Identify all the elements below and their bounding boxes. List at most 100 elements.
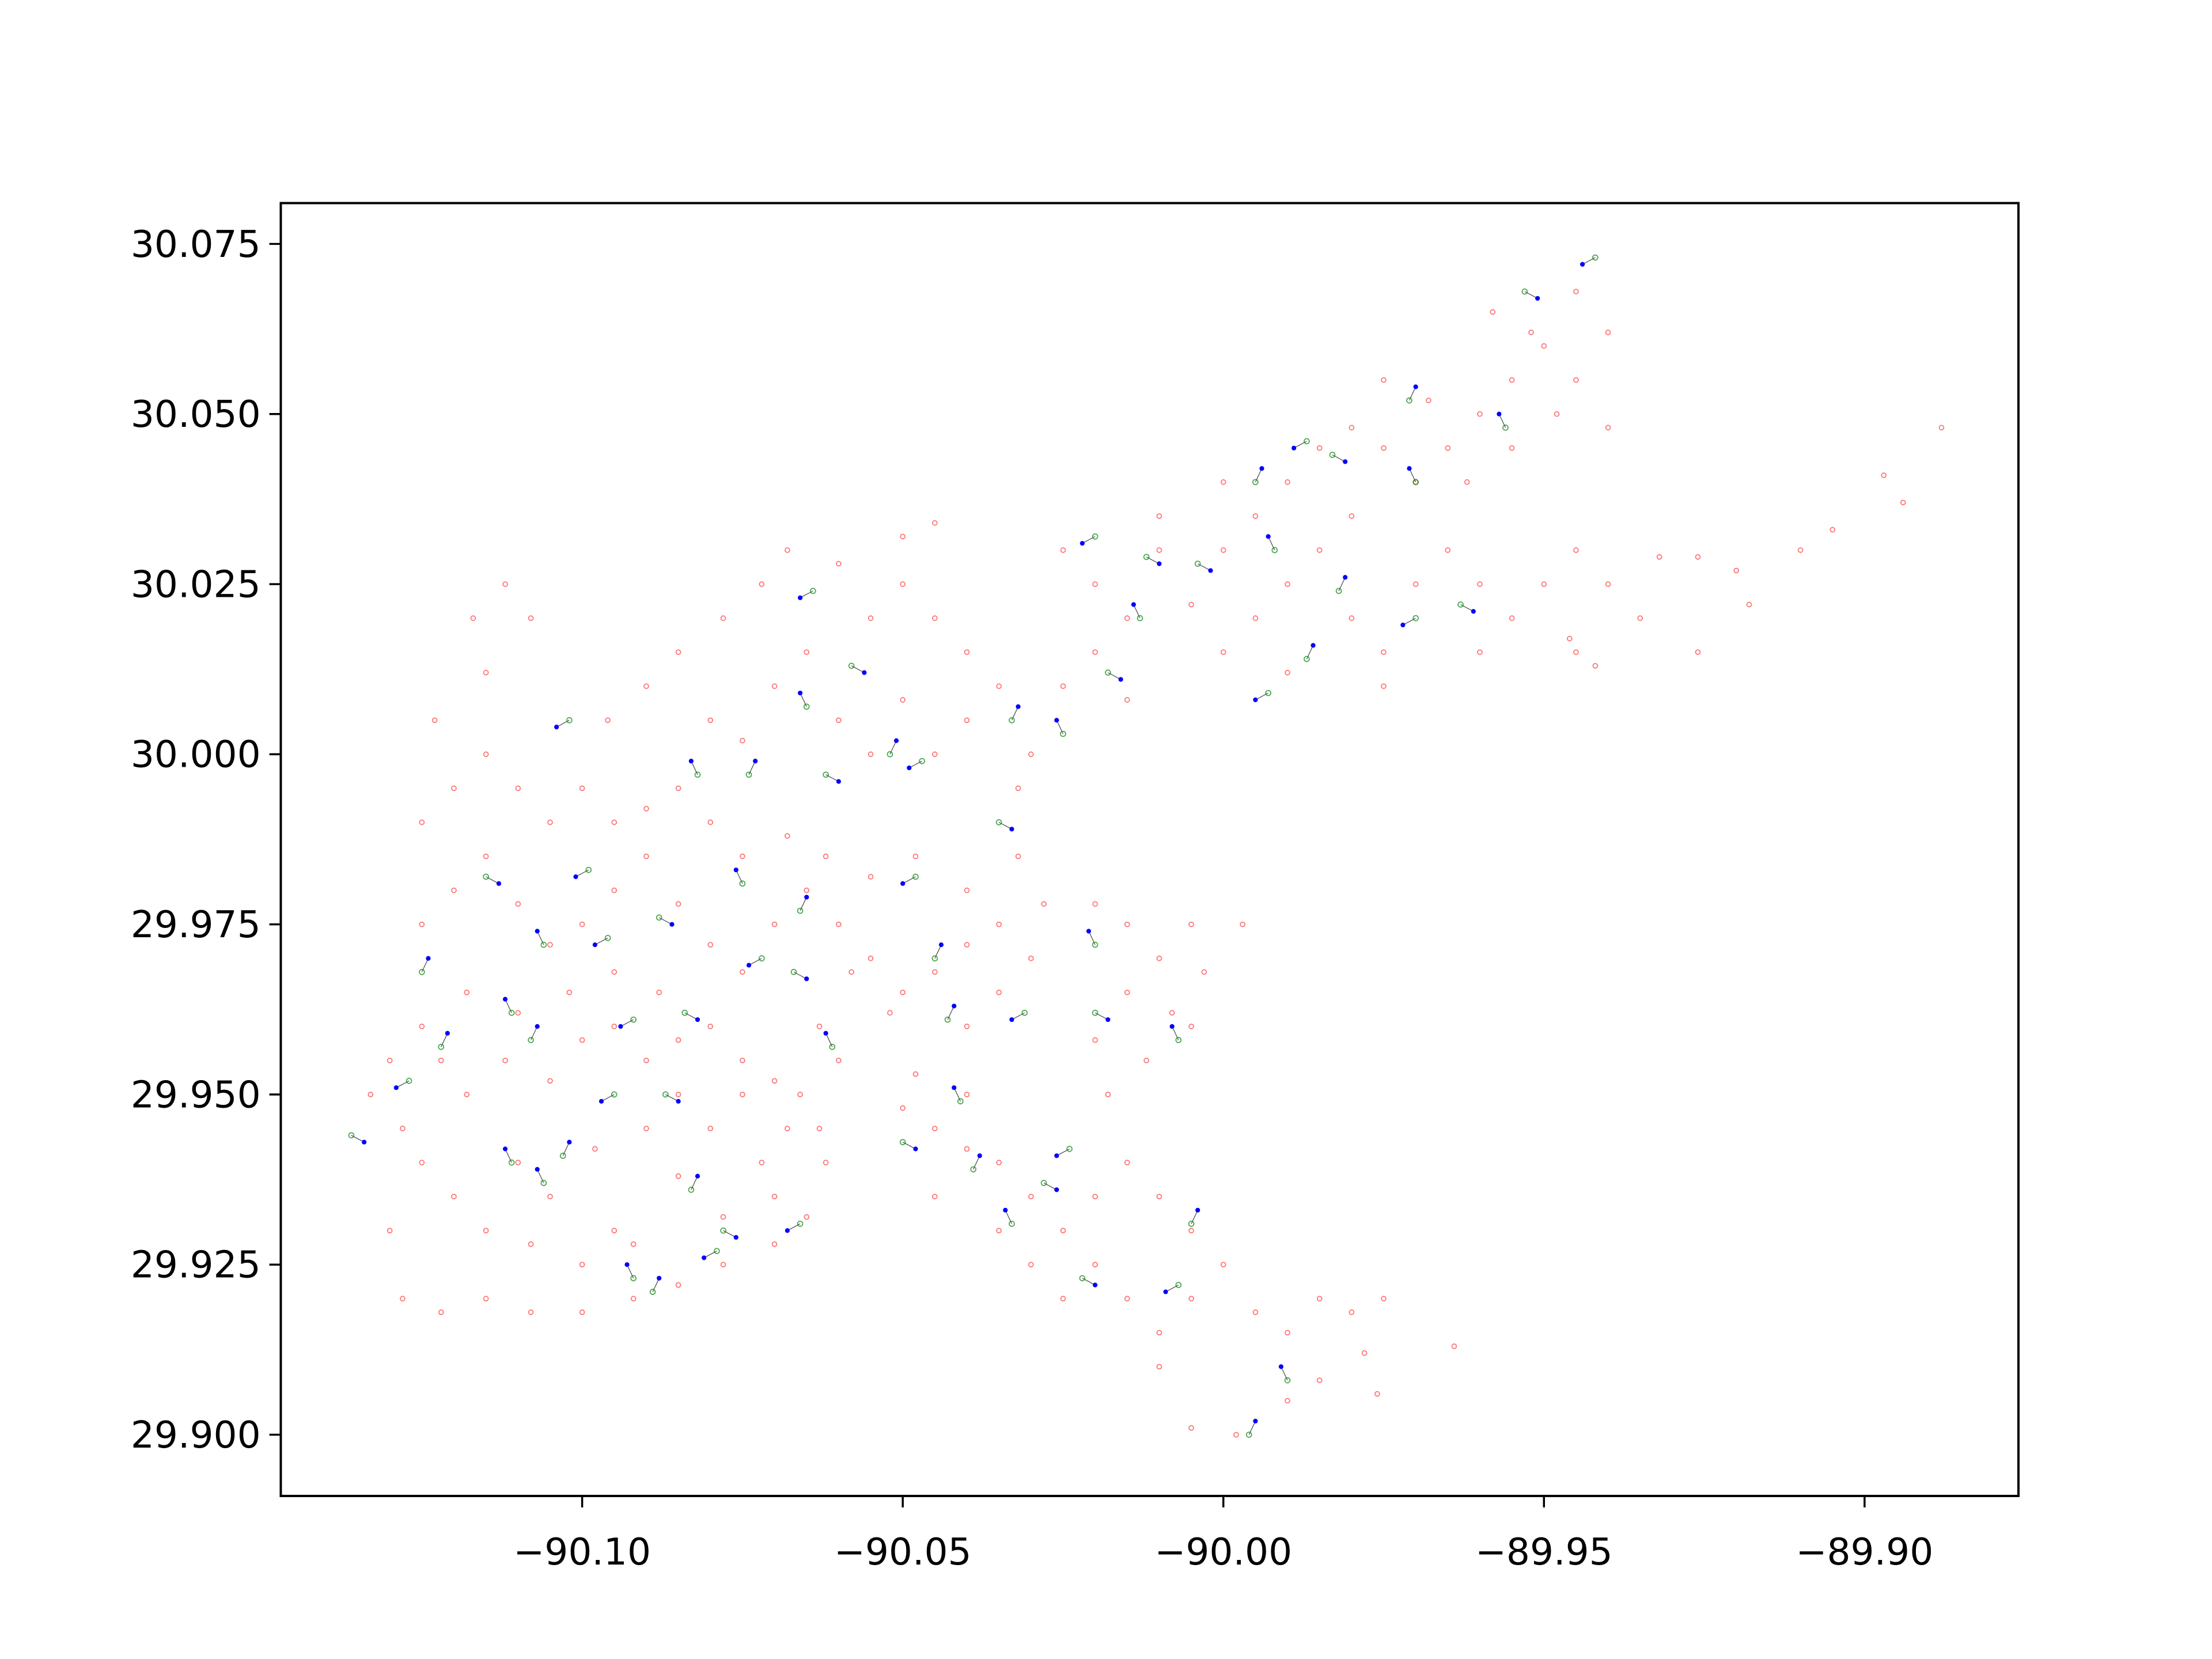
center-point (1259, 466, 1264, 471)
member-point (1406, 397, 1412, 404)
point (707, 717, 714, 724)
point (1285, 581, 1290, 587)
point (1252, 513, 1259, 519)
member-point (656, 914, 662, 921)
point (707, 1126, 714, 1131)
point (1554, 411, 1560, 417)
center-point (1535, 296, 1540, 301)
point (1541, 343, 1547, 349)
point (547, 942, 553, 948)
point (1124, 989, 1130, 995)
point (964, 1092, 970, 1097)
point (1188, 1228, 1194, 1234)
point (1285, 479, 1290, 485)
point (1015, 785, 1021, 791)
point (1124, 615, 1130, 621)
point (784, 833, 790, 839)
center-point (1157, 561, 1162, 566)
point (931, 520, 938, 526)
point (912, 1071, 919, 1077)
member-point (739, 880, 746, 887)
center-point (1054, 1187, 1059, 1192)
member-point (559, 1152, 566, 1159)
point (656, 989, 662, 995)
member-point (1271, 547, 1278, 554)
center-point (804, 895, 809, 900)
member-point (1137, 615, 1143, 622)
point (900, 533, 906, 540)
point (887, 1010, 893, 1016)
point (1592, 662, 1599, 669)
point (483, 853, 489, 859)
member-point (1252, 479, 1259, 486)
point (1316, 1296, 1323, 1302)
point (707, 942, 714, 948)
point (836, 717, 842, 724)
point (1541, 581, 1547, 587)
point (931, 1126, 938, 1131)
point (1573, 547, 1579, 553)
point (1060, 547, 1066, 553)
center-point (1278, 1364, 1284, 1369)
x-tick-label: −89.95 (1475, 1531, 1613, 1574)
point (579, 1037, 585, 1043)
member-point (585, 866, 592, 873)
point (849, 969, 854, 975)
point (547, 1078, 553, 1084)
plot-area (348, 254, 1945, 1438)
point (566, 989, 573, 995)
member-point (1175, 1282, 1182, 1289)
member-point (1009, 717, 1015, 724)
point (771, 1078, 778, 1084)
point (1426, 397, 1431, 403)
point (419, 819, 425, 825)
center-point (1016, 704, 1021, 709)
point (964, 1024, 970, 1029)
point (1060, 683, 1066, 690)
center-point (1407, 466, 1412, 471)
point (1509, 445, 1515, 451)
point (996, 1228, 1002, 1234)
member-point (720, 1227, 726, 1234)
y-tick-label: 30.000 (131, 733, 261, 777)
member-point (1521, 288, 1528, 295)
point (1188, 601, 1194, 608)
member-point (1060, 730, 1066, 737)
member-point (418, 969, 425, 975)
point (1477, 581, 1483, 587)
member-point (745, 771, 752, 778)
member-point (1066, 1146, 1073, 1152)
point (1060, 1296, 1066, 1302)
member-point (995, 819, 1002, 825)
point (1573, 649, 1579, 656)
member-point (823, 771, 829, 778)
center-point (426, 956, 431, 961)
point (868, 955, 874, 961)
point (1361, 1350, 1368, 1356)
point (804, 1214, 810, 1220)
point (964, 942, 970, 948)
point (1252, 615, 1259, 621)
point (1060, 1228, 1066, 1234)
point (1445, 547, 1451, 553)
point (900, 697, 906, 703)
center-point (1413, 384, 1418, 389)
point (996, 989, 1002, 995)
point (1220, 547, 1226, 553)
point (1092, 1194, 1098, 1200)
center-point (733, 1234, 738, 1240)
point (823, 1160, 829, 1165)
point (1381, 683, 1387, 690)
point (1349, 425, 1355, 431)
point (720, 1262, 726, 1268)
point (1605, 425, 1611, 431)
point (1900, 499, 1906, 506)
center-point (1343, 459, 1348, 464)
point (996, 921, 1002, 927)
point (464, 989, 470, 995)
center-point (1343, 575, 1348, 580)
member-point (1092, 1009, 1099, 1016)
point (1477, 411, 1483, 417)
member-point (797, 1221, 804, 1227)
center-point (733, 868, 738, 873)
